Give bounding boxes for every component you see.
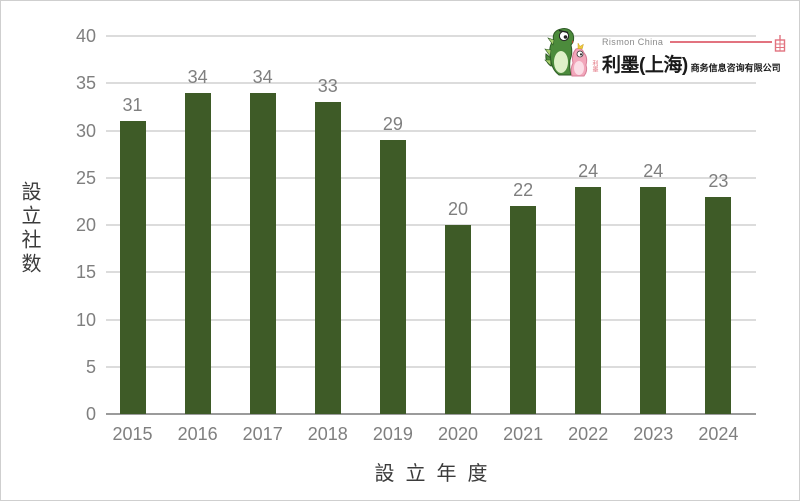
bar bbox=[575, 187, 602, 414]
logo-text: Rismon China 利墨(上海) 商务信息咨询有限公司 bbox=[602, 34, 786, 77]
bar bbox=[379, 139, 406, 414]
bar bbox=[184, 92, 211, 414]
y-axis-title: 設立社数 bbox=[18, 181, 40, 277]
logo-brand-main: 利墨(上海) bbox=[602, 55, 688, 76]
bar bbox=[249, 92, 276, 414]
bar bbox=[445, 225, 471, 414]
gridline bbox=[106, 224, 756, 226]
logo-brand-sub: 商务信息咨询有限公司 bbox=[690, 63, 781, 73]
x-axis-title: 設立年度 bbox=[374, 463, 499, 485]
gridline bbox=[106, 82, 756, 85]
bar-value-label: 22 bbox=[513, 180, 534, 201]
seal-icon bbox=[774, 34, 786, 60]
y-tick-label: 15 bbox=[75, 262, 96, 283]
bar-value-label: 34 bbox=[252, 66, 273, 87]
y-tick-label: 35 bbox=[75, 73, 96, 94]
plot-area: 0 5 10 15 20 25 30 35 40 31 2015 34 2016 34 2017 33 2018… bbox=[76, 26, 756, 444]
bar-value-label: 24 bbox=[643, 161, 664, 182]
mascot-signature: 利墨 bbox=[591, 60, 597, 72]
dinosaur-mascot-icon bbox=[544, 26, 592, 80]
y-tick-label: 25 bbox=[75, 167, 96, 188]
bar bbox=[314, 102, 341, 414]
gridline bbox=[106, 35, 756, 37]
logo-rule bbox=[670, 41, 772, 43]
gridline bbox=[106, 318, 756, 321]
bar-value-label: 29 bbox=[382, 113, 403, 134]
y-tick-label: 40 bbox=[75, 26, 96, 46]
x-tick-label: 2017 bbox=[242, 424, 283, 444]
bar-value-label: 33 bbox=[317, 76, 338, 97]
x-tick-label: 2019 bbox=[372, 424, 413, 444]
logo-brand-small: Rismon China bbox=[602, 37, 664, 47]
bar bbox=[119, 121, 146, 414]
gridline bbox=[106, 365, 756, 368]
bar bbox=[510, 206, 537, 414]
x-tick-label: 2015 bbox=[112, 424, 153, 444]
x-tick-label: 2024 bbox=[698, 424, 739, 444]
y-tick-label: 20 bbox=[75, 215, 96, 235]
x-tick-label: 2016 bbox=[177, 424, 218, 444]
logo: 利墨 Rismon China 利墨(上海) 商务信息咨询有限公司 bbox=[544, 26, 786, 82]
bar-value-label: 34 bbox=[187, 66, 208, 87]
x-tick-label: 2022 bbox=[568, 424, 609, 444]
bar bbox=[705, 196, 732, 414]
bar-value-label: 23 bbox=[708, 170, 729, 191]
bar-value-label: 31 bbox=[122, 95, 143, 116]
x-tick-label: 2023 bbox=[633, 424, 674, 444]
bar bbox=[640, 187, 667, 414]
y-tick-label: 10 bbox=[75, 309, 96, 330]
x-tick-label: 2018 bbox=[307, 424, 348, 444]
x-axis-line bbox=[106, 413, 756, 415]
y-tick-label: 30 bbox=[75, 120, 96, 141]
gridline bbox=[106, 176, 756, 179]
y-tick-label: 0 bbox=[85, 404, 96, 424]
gridline bbox=[106, 129, 756, 132]
y-tick-label: 5 bbox=[85, 356, 96, 377]
bar-value-label: 20 bbox=[447, 199, 469, 219]
bar-value-label: 24 bbox=[578, 161, 599, 182]
x-tick-label: 2020 bbox=[437, 424, 479, 444]
gridline bbox=[106, 271, 756, 274]
x-tick-label: 2021 bbox=[503, 424, 544, 444]
